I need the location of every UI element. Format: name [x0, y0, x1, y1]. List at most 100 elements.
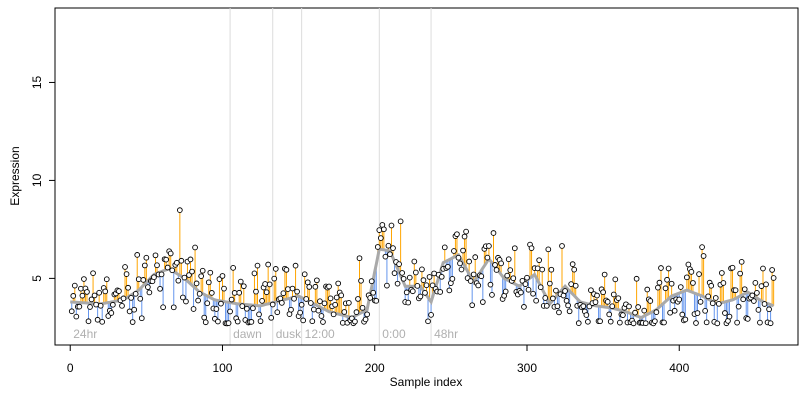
data-point	[110, 301, 116, 308]
data-point	[528, 245, 535, 252]
data-point	[761, 301, 768, 307]
data-point	[152, 252, 159, 259]
data-point	[502, 288, 509, 295]
data-point	[143, 254, 150, 261]
data-point	[269, 301, 276, 308]
data-point	[606, 311, 613, 318]
data-point	[187, 256, 194, 263]
data-point	[154, 262, 160, 269]
data-point	[758, 283, 765, 289]
data-point	[173, 259, 180, 266]
data-point	[405, 299, 412, 306]
data-point	[189, 268, 195, 275]
data-point	[309, 318, 316, 325]
data-point	[219, 273, 226, 279]
data-point	[726, 313, 733, 320]
data-point	[257, 318, 264, 325]
y-tick-label: 5	[30, 275, 44, 282]
data-point	[368, 278, 375, 285]
data-point	[250, 305, 256, 312]
x-tick-label: 400	[669, 361, 689, 375]
data-point	[403, 289, 410, 296]
data-point	[87, 304, 93, 310]
data-point	[754, 290, 760, 296]
data-point	[362, 316, 369, 323]
data-point	[141, 262, 148, 269]
segment-label: dusk	[276, 327, 302, 341]
data-point	[441, 244, 448, 251]
data-point	[374, 244, 381, 250]
data-point	[647, 298, 654, 304]
data-point	[419, 266, 425, 273]
data-point	[195, 297, 201, 304]
data-point	[492, 262, 498, 268]
data-point	[73, 313, 80, 320]
data-point	[204, 300, 211, 307]
data-point	[566, 308, 573, 315]
data-point	[729, 264, 736, 271]
data-point	[702, 307, 708, 314]
data-point	[91, 292, 98, 299]
data-point	[190, 306, 197, 312]
data-point	[655, 284, 661, 291]
data-point	[755, 307, 762, 313]
data-point	[186, 272, 192, 278]
data-point	[218, 300, 224, 307]
data-point	[712, 295, 719, 301]
y-tick-label: 15	[30, 75, 44, 89]
data-point	[667, 309, 673, 316]
data-point	[327, 295, 334, 302]
data-point	[78, 285, 84, 292]
segment-label: 24hr	[73, 327, 97, 341]
data-point	[301, 271, 308, 278]
data-point	[597, 318, 603, 325]
data-point	[167, 250, 174, 257]
data-point	[446, 287, 453, 294]
x-tick-label: 0	[67, 361, 74, 375]
y-axis: 5 10 15	[30, 75, 55, 282]
data-point	[394, 280, 401, 287]
data-point	[335, 280, 342, 287]
data-point	[572, 282, 579, 289]
data-point	[594, 292, 600, 299]
data-point	[715, 300, 722, 307]
data-point	[253, 288, 259, 295]
data-point	[548, 266, 555, 273]
data-point	[767, 320, 774, 327]
data-point	[355, 296, 361, 302]
data-point	[94, 316, 101, 323]
data-point	[750, 298, 757, 304]
data-point	[146, 289, 153, 296]
data-point	[664, 276, 670, 283]
data-point	[604, 298, 611, 305]
data-point	[108, 310, 115, 316]
data-point	[585, 318, 591, 325]
data-point	[475, 282, 482, 289]
data-point	[546, 280, 553, 287]
data-point	[688, 269, 695, 275]
data-point	[300, 317, 307, 324]
y-tick-label: 10	[30, 173, 44, 187]
data-point	[438, 273, 445, 280]
data-point	[732, 287, 739, 294]
data-point	[741, 286, 748, 293]
data-point	[377, 235, 384, 241]
data-point	[332, 301, 338, 308]
data-point	[294, 288, 300, 295]
data-point	[234, 318, 241, 325]
data-point	[697, 298, 704, 305]
data-point	[426, 274, 433, 280]
data-point	[397, 218, 404, 225]
data-point	[272, 266, 279, 272]
data-point	[665, 265, 672, 272]
data-point	[84, 289, 90, 295]
data-point	[271, 275, 278, 282]
data-point	[317, 298, 323, 305]
x-tick-label: 200	[365, 361, 385, 375]
data-point	[307, 300, 314, 306]
data-point	[580, 303, 587, 310]
data-point	[333, 294, 340, 301]
data-point	[151, 274, 157, 281]
data-point	[668, 280, 675, 287]
data-point	[225, 320, 232, 326]
